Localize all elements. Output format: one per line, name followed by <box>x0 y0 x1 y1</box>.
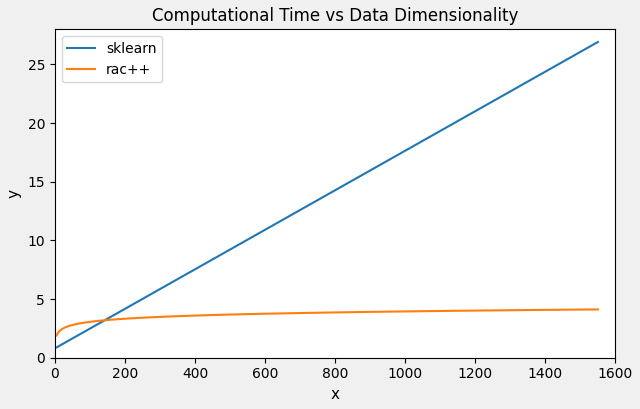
rac++ <box>52 333 60 338</box>
Line: rac++: rac++ <box>56 309 598 335</box>
sklearn <box>509 88 516 92</box>
X-axis label: x: x <box>331 387 340 402</box>
Legend: sklearn, rac++: sklearn, rac++ <box>62 36 163 82</box>
sklearn <box>594 40 602 45</box>
rac++ <box>373 309 381 314</box>
rac++ <box>543 308 551 312</box>
Line: sklearn: sklearn <box>56 42 598 347</box>
sklearn <box>52 345 60 350</box>
Title: Computational Time vs Data Dimensionality: Computational Time vs Data Dimensionalit… <box>152 7 518 25</box>
rac++ <box>509 308 516 312</box>
rac++ <box>594 307 602 312</box>
sklearn <box>54 344 62 349</box>
sklearn <box>375 163 383 168</box>
sklearn <box>543 68 551 73</box>
rac++ <box>384 309 392 314</box>
sklearn <box>384 158 392 163</box>
rac++ <box>375 309 383 314</box>
sklearn <box>373 164 381 169</box>
Y-axis label: y: y <box>7 189 22 198</box>
rac++ <box>54 330 62 335</box>
